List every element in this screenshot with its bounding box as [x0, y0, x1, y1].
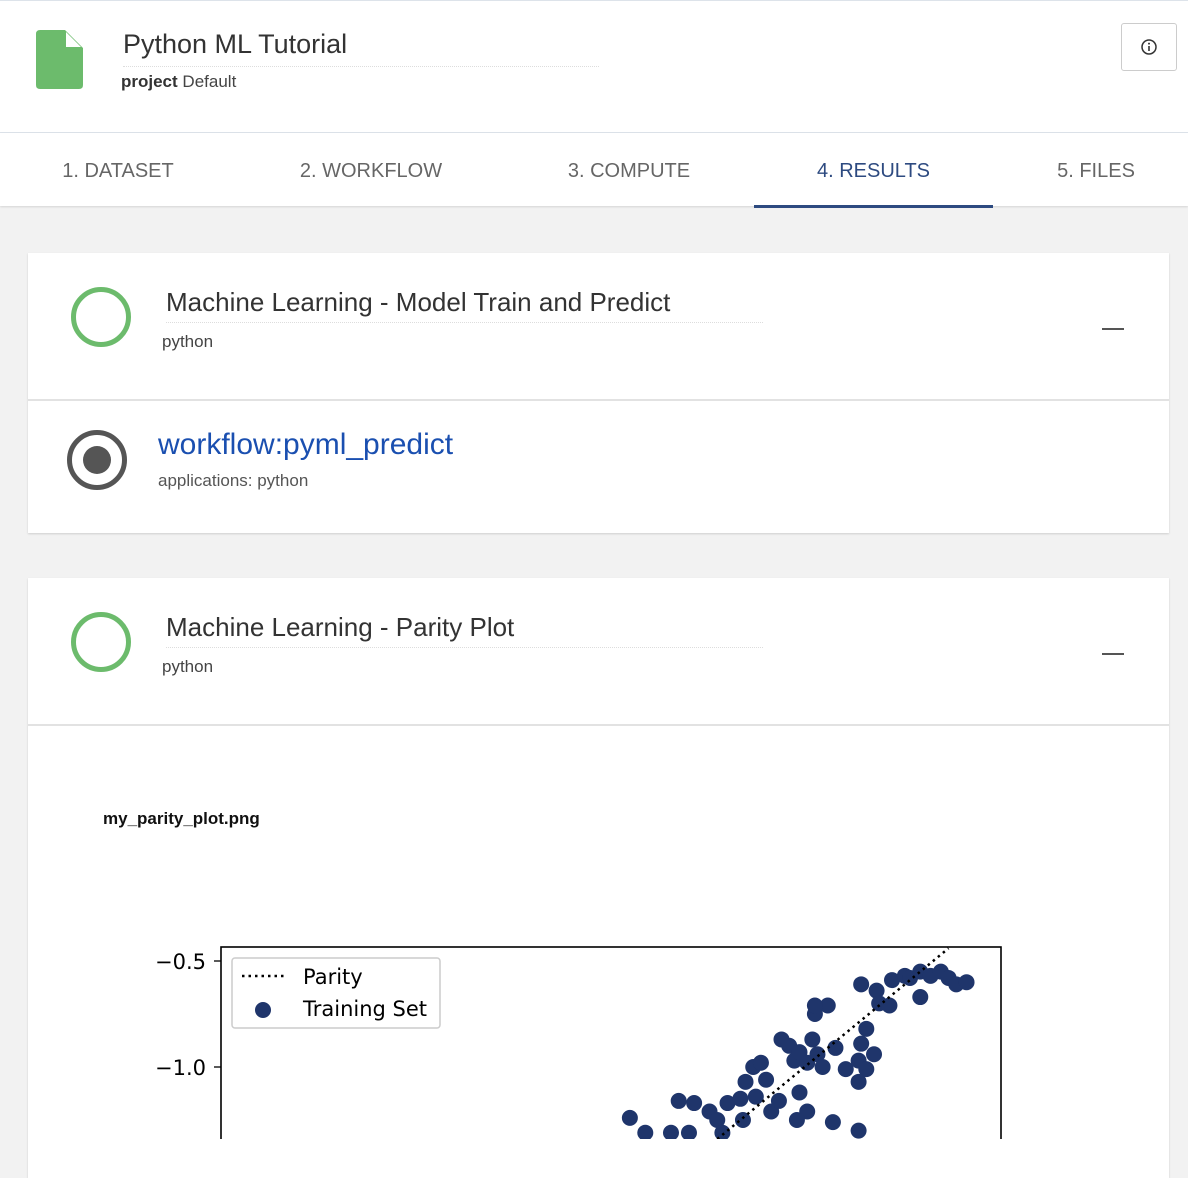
collapse-icon[interactable]	[1102, 328, 1124, 330]
training-point	[819, 997, 836, 1014]
training-point	[791, 1084, 808, 1101]
training-point	[734, 1112, 751, 1128]
y-tick-label: −1.0	[155, 1056, 206, 1080]
parity-line	[716, 947, 950, 1139]
training-point	[912, 989, 929, 1006]
training-point	[866, 1046, 883, 1063]
info-button[interactable]	[1121, 23, 1177, 71]
workflow-link[interactable]: workflow:pyml_predict	[158, 428, 454, 461]
training-point	[621, 1109, 638, 1126]
training-point	[827, 1039, 844, 1056]
radio-selected-icon	[67, 430, 127, 490]
training-point	[868, 982, 885, 999]
legend-training-label: Training Set	[302, 997, 427, 1021]
training-point	[837, 1061, 854, 1078]
image-filename: my_parity_plot.png	[103, 809, 260, 828]
training-point	[806, 997, 823, 1014]
training-point	[747, 1088, 764, 1105]
tab-results[interactable]: 4. RESULTS	[754, 133, 993, 208]
legend-parity-label: Parity	[303, 965, 363, 989]
training-point	[637, 1124, 654, 1139]
training-point	[670, 1092, 687, 1109]
training-point	[853, 1035, 870, 1052]
legend-training-swatch	[255, 1002, 271, 1018]
training-point	[850, 1122, 867, 1139]
divider	[28, 399, 1169, 401]
training-point	[732, 1090, 749, 1107]
training-point	[858, 1020, 875, 1037]
training-point	[719, 1095, 736, 1112]
training-point	[758, 1071, 775, 1088]
tab-files[interactable]: 5. FILES	[1057, 160, 1135, 182]
tab-dataset[interactable]: 1. DATASET	[62, 160, 174, 182]
success-status-icon	[71, 287, 131, 347]
training-point	[737, 1073, 754, 1090]
training-point	[686, 1095, 703, 1112]
training-point	[788, 1112, 805, 1128]
parity-plot: −0.5 −1.0 Parity Training Set	[155, 946, 1002, 1139]
legend: Parity Training Set	[231, 957, 441, 1029]
file-icon	[36, 30, 83, 89]
training-point	[714, 1124, 731, 1139]
training-point	[850, 1073, 867, 1090]
project-title[interactable]: Python ML Tutorial	[123, 29, 599, 67]
success-status-icon	[71, 612, 131, 672]
info-icon	[1141, 39, 1157, 55]
y-tick-label: −0.5	[155, 950, 206, 974]
training-point	[853, 976, 870, 993]
workflow-applications: applications: python	[158, 471, 309, 490]
training-point	[752, 1054, 769, 1071]
plot-frame	[220, 946, 1002, 1139]
unit-card-parity-plot: Machine Learning - Parity Plot python my…	[28, 578, 1169, 1178]
unit-subtitle: python	[162, 332, 214, 351]
training-point	[770, 1092, 787, 1109]
training-point	[858, 1061, 875, 1078]
project-value: Default	[182, 72, 237, 91]
project-info: project Default	[121, 72, 236, 92]
training-point	[662, 1124, 679, 1139]
project-header: Python ML Tutorial project Default	[0, 0, 1188, 133]
unit-card-train-predict: Machine Learning - Model Train and Predi…	[28, 253, 1169, 533]
collapse-icon[interactable]	[1102, 653, 1124, 655]
training-point	[680, 1124, 697, 1139]
step-tabs: 1. DATASET 2. WORKFLOW 3. COMPUTE 4. RES…	[0, 133, 1188, 208]
unit-title: Machine Learning - Parity Plot	[166, 612, 763, 648]
unit-title: Machine Learning - Model Train and Predi…	[166, 287, 763, 323]
training-point	[884, 972, 901, 989]
project-label: project	[121, 72, 178, 91]
training-point	[709, 1112, 726, 1128]
training-point	[824, 1114, 841, 1131]
divider	[28, 724, 1169, 726]
training-point	[814, 1059, 831, 1075]
unit-subtitle: python	[162, 657, 214, 676]
tab-compute[interactable]: 3. COMPUTE	[567, 160, 691, 182]
tab-workflow[interactable]: 2. WORKFLOW	[299, 160, 443, 182]
training-point	[804, 1031, 821, 1048]
training-point	[881, 997, 898, 1014]
training-point	[958, 974, 975, 991]
